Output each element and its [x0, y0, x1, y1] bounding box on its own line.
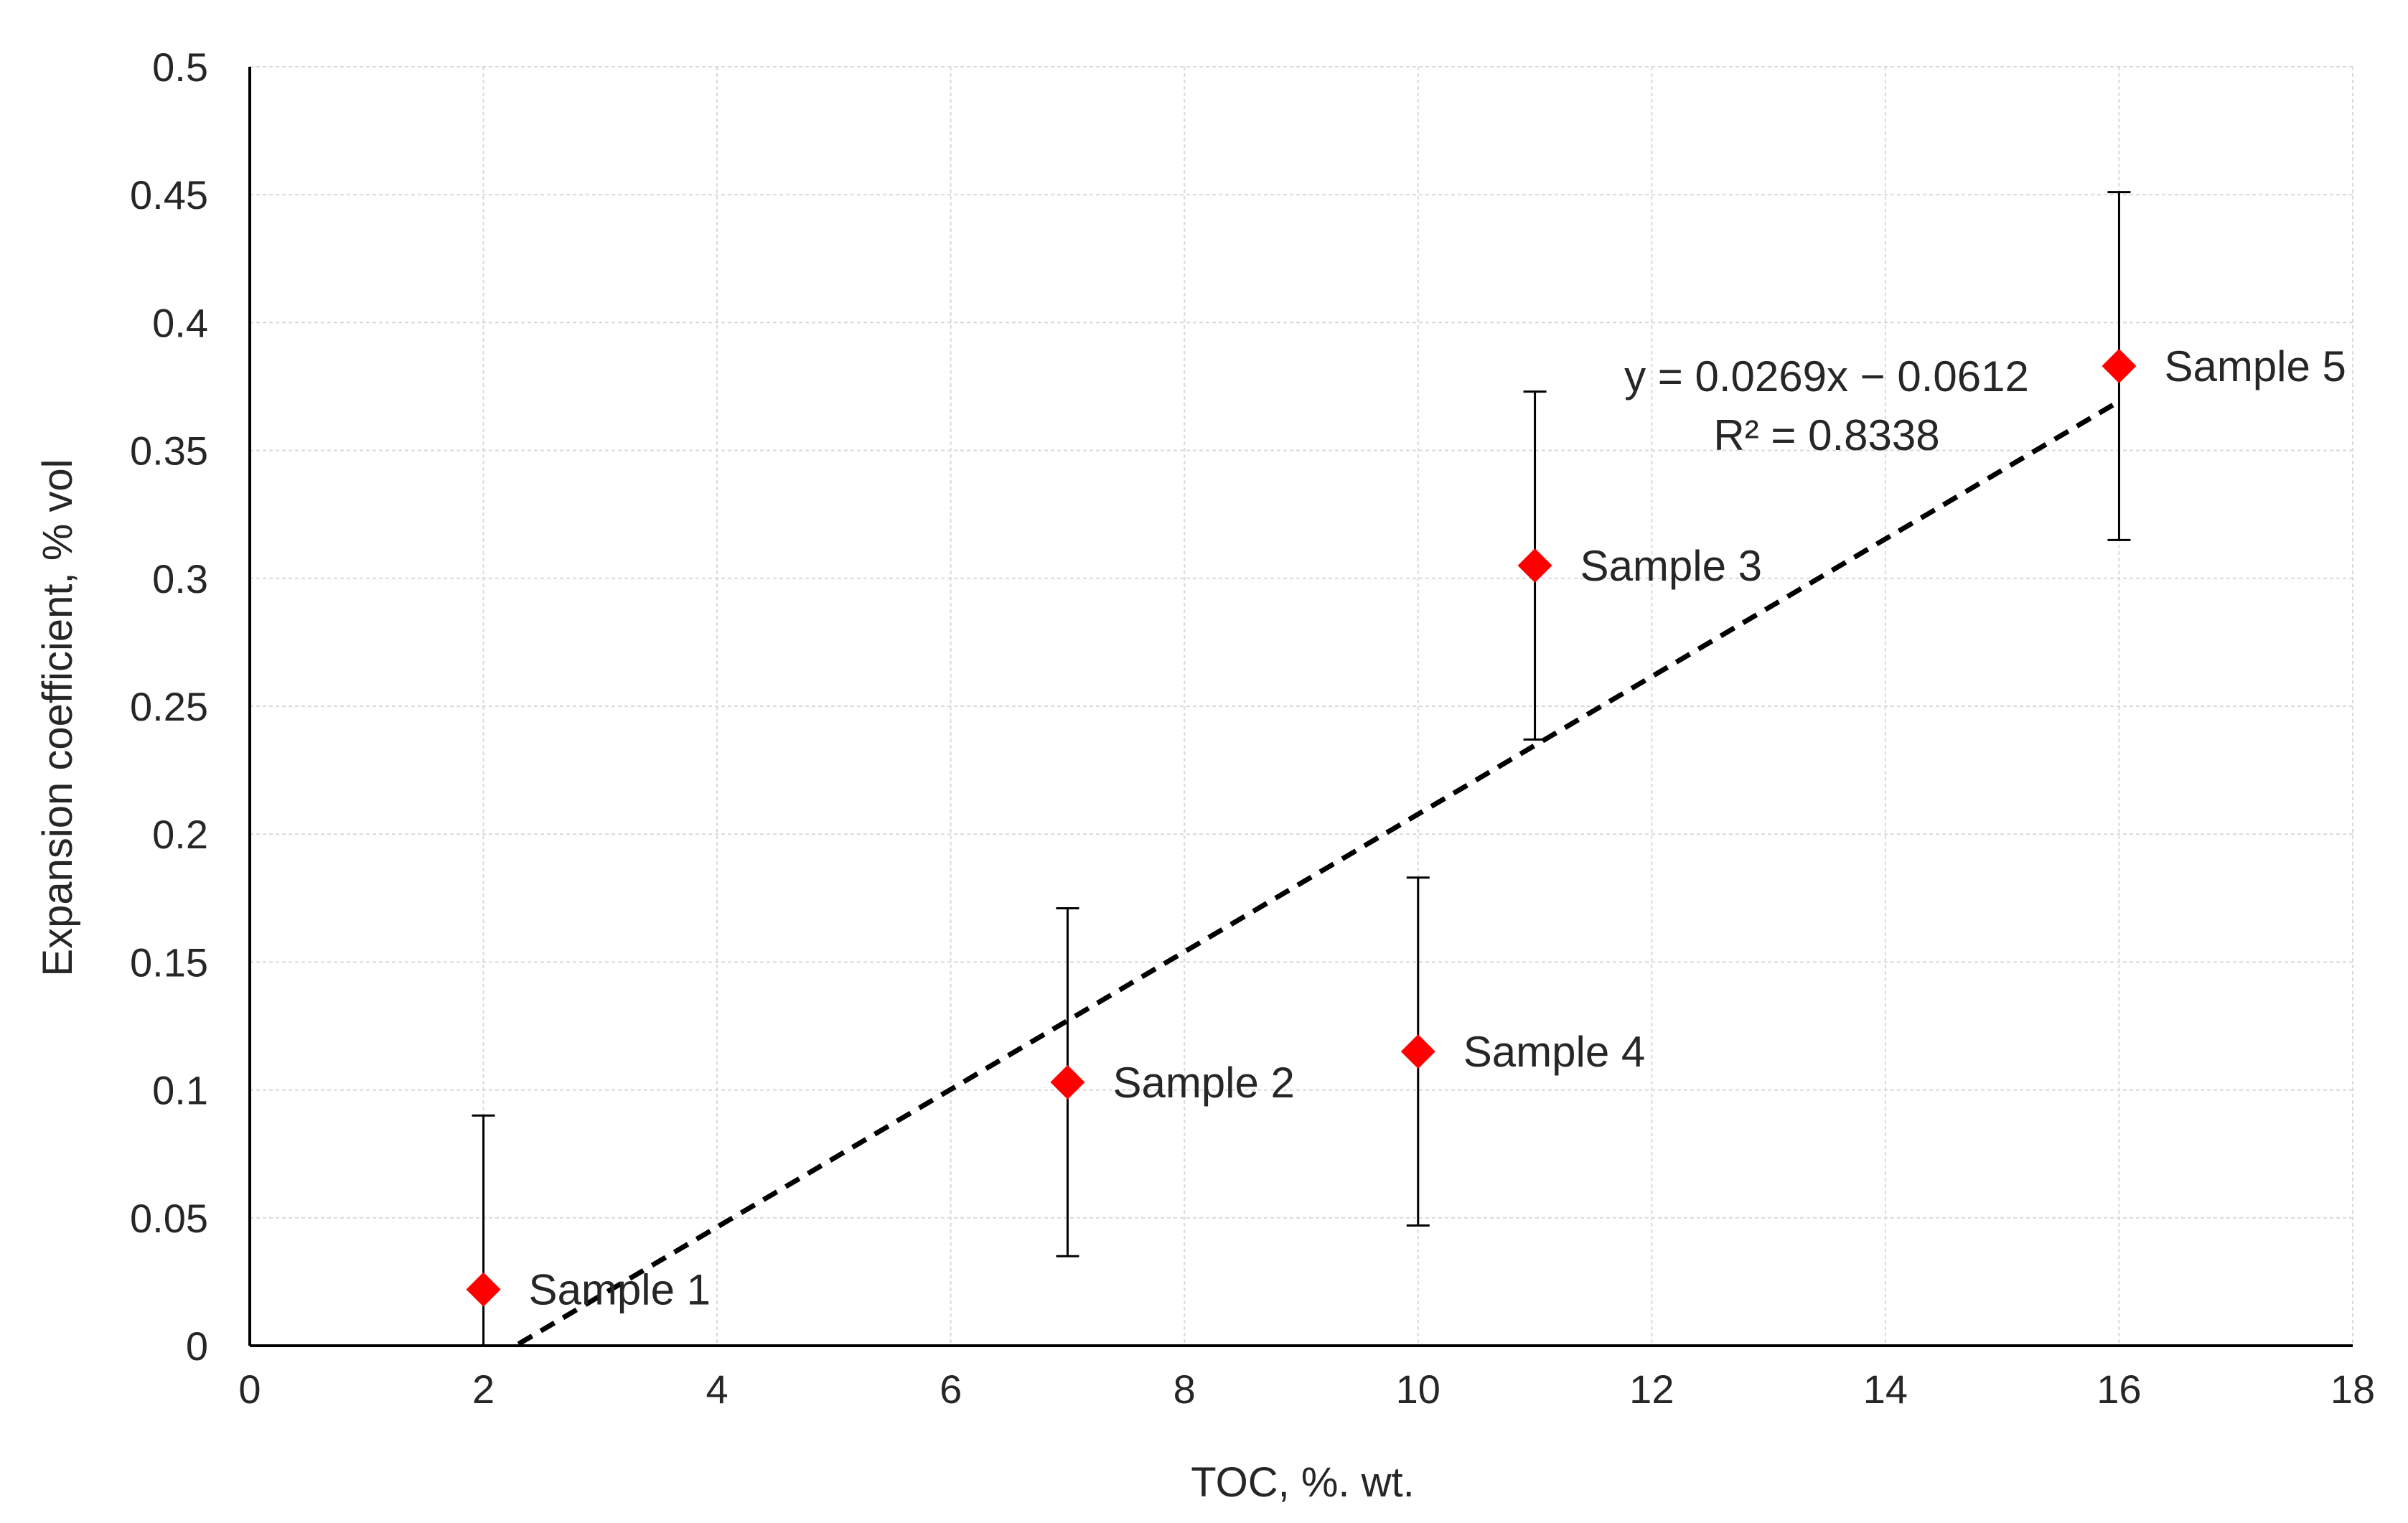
data-markers [466, 348, 2137, 1307]
point-label: Sample 4 [1463, 1028, 1645, 1076]
x-tick-label: 0 [238, 1367, 261, 1412]
point-label: Sample 2 [1112, 1059, 1294, 1107]
y-tick-label: 0.25 [130, 684, 208, 729]
trendline-equation: y = 0.0269x − 0.0612 [1624, 352, 2029, 400]
x-tick-label: 12 [1629, 1367, 1674, 1412]
x-tick-label: 10 [1396, 1367, 1440, 1412]
data-point [466, 1272, 501, 1307]
data-point [1517, 548, 1552, 583]
x-tick-label: 2 [472, 1367, 495, 1412]
grid-lines [250, 66, 2353, 1346]
x-tick-label: 14 [1863, 1367, 1908, 1412]
tick-labels: 0 2 4 6 8 10 12 14 16 18 0 0.05 0.1 0.15 0.2 0.25 0.3 0.3… [130, 44, 2375, 1412]
y-tick-label: 0.05 [130, 1196, 208, 1241]
point-label: Sample 1 [529, 1266, 711, 1314]
x-axis-title: TOC, %. wt. [1191, 1459, 1415, 1506]
x-tick-label: 18 [2330, 1367, 2375, 1412]
y-tick-label: 0.2 [152, 812, 208, 857]
y-tick-label: 0.35 [130, 428, 208, 474]
x-tick-label: 8 [1173, 1367, 1196, 1412]
data-point [1400, 1034, 1435, 1069]
y-axis-title: Expansion coefficient, % vol [34, 459, 81, 976]
y-tick-label: 0.4 [152, 300, 208, 345]
point-label: Sample 3 [1580, 542, 1762, 590]
y-tick-label: 0.3 [152, 556, 208, 601]
data-point [2102, 348, 2137, 383]
y-tick-label: 0.15 [130, 939, 208, 985]
point-label: Sample 5 [2164, 342, 2346, 390]
y-tick-label: 0.45 [130, 172, 208, 217]
data-point [1050, 1064, 1085, 1100]
y-tick-label: 0 [186, 1323, 208, 1369]
trendline-layer [517, 399, 2121, 1346]
trendline [517, 399, 2121, 1346]
trendline-r-squared: R² = 0.8338 [1713, 411, 1939, 459]
point-labels: Sample 1 Sample 2 Sample 3 Sample 4 Sample 5 [529, 342, 2346, 1314]
y-tick-label: 0.1 [152, 1068, 208, 1113]
x-tick-label: 16 [2097, 1367, 2141, 1412]
x-tick-label: 6 [940, 1367, 962, 1412]
axes [248, 67, 2353, 1347]
x-tick-label: 4 [706, 1367, 729, 1412]
y-tick-label: 0.5 [152, 44, 208, 90]
